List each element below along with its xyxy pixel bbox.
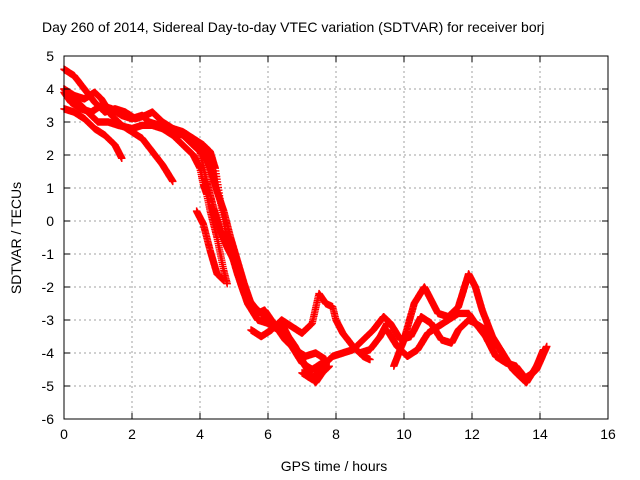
series-track-i bbox=[298, 313, 551, 384]
axis-ticks bbox=[63, 55, 609, 420]
y-axis-label: SDTVAR / TECUs bbox=[8, 182, 24, 294]
y-tick-label: -1 bbox=[42, 246, 55, 262]
x-tick-label: 12 bbox=[464, 426, 480, 442]
series-track-l bbox=[356, 319, 391, 357]
x-tick-label: 2 bbox=[128, 426, 136, 442]
y-tick-label: -5 bbox=[42, 378, 55, 394]
data-points bbox=[60, 65, 551, 387]
x-tick-label: 0 bbox=[60, 426, 68, 442]
y-tick-label: -2 bbox=[42, 279, 55, 295]
x-tick-label: 16 bbox=[600, 426, 616, 442]
series-track-e bbox=[60, 85, 177, 186]
series-track-g bbox=[192, 207, 228, 285]
y-tick-label: -3 bbox=[42, 312, 55, 328]
plus-markers bbox=[60, 65, 333, 387]
x-tick-label: 6 bbox=[264, 426, 272, 442]
series-track-h bbox=[247, 289, 374, 364]
y-tick-label: -4 bbox=[42, 345, 55, 361]
plus-markers bbox=[390, 270, 544, 384]
y-tick-label: 4 bbox=[46, 81, 54, 97]
y-tick-label: 2 bbox=[46, 147, 54, 163]
y-tick-label: -6 bbox=[42, 411, 55, 427]
plus-markers bbox=[356, 319, 391, 357]
series-track-k bbox=[390, 270, 544, 384]
series-track-a bbox=[60, 65, 333, 387]
x-tick-labels: 0 2 4 6 8 10 12 14 16 bbox=[60, 426, 616, 442]
grid-lines bbox=[64, 56, 608, 419]
x-tick-label: 8 bbox=[332, 426, 340, 442]
plus-markers bbox=[192, 207, 228, 285]
x-tick-label: 10 bbox=[396, 426, 412, 442]
plus-markers bbox=[298, 313, 551, 384]
y-tick-label: 0 bbox=[46, 213, 54, 229]
y-tick-labels: -6 -5 -4 -3 -2 -1 0 1 2 3 4 5 bbox=[42, 48, 55, 427]
chart-title: Day 260 of 2014, Sidereal Day-to-day VTE… bbox=[42, 19, 544, 35]
x-tick-label: 4 bbox=[196, 426, 204, 442]
x-axis-label: GPS time / hours bbox=[281, 458, 388, 474]
plus-markers bbox=[158, 124, 231, 288]
y-tick-label: 5 bbox=[46, 48, 54, 64]
plus-markers bbox=[60, 85, 177, 186]
series-track-f bbox=[158, 124, 231, 288]
x-tick-label: 14 bbox=[532, 426, 548, 442]
y-tick-label: 3 bbox=[46, 114, 54, 130]
plus-markers bbox=[247, 289, 374, 364]
y-tick-label: 1 bbox=[46, 180, 54, 196]
